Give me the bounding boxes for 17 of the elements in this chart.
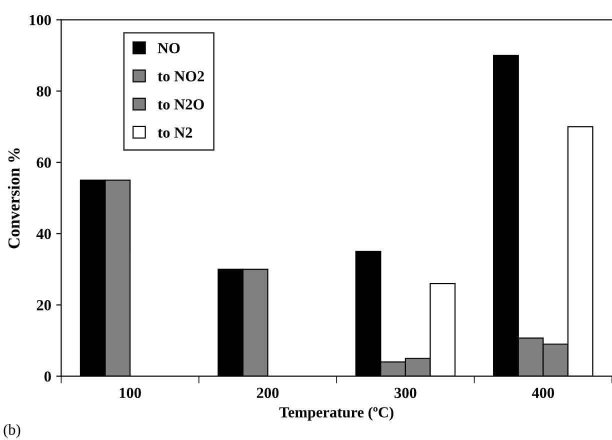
legend-label: to N2O [158,99,204,110]
x-tick-label: 200 [256,388,279,398]
x-axis-title: Temperature (ºC) [279,406,394,421]
x-tick-label: 100 [120,388,141,398]
legend-label: to NO2 [158,71,204,82]
x-tick-label: 400 [532,388,554,398]
y-tick-label: 40 [36,228,51,240]
legend-label: to N2 [158,127,192,138]
y-tick-label: 0 [44,371,51,382]
y-axis-title: Conversion % [8,148,20,248]
y-tick-label: 100 [30,14,51,26]
y-tick-label: 80 [36,86,51,97]
y-tick-label: 60 [36,158,51,168]
y-tick-label: 20 [36,300,51,310]
legend-label: NO [158,42,180,54]
text: (b) [4,424,20,438]
x-tick-label: 300 [394,388,416,398]
